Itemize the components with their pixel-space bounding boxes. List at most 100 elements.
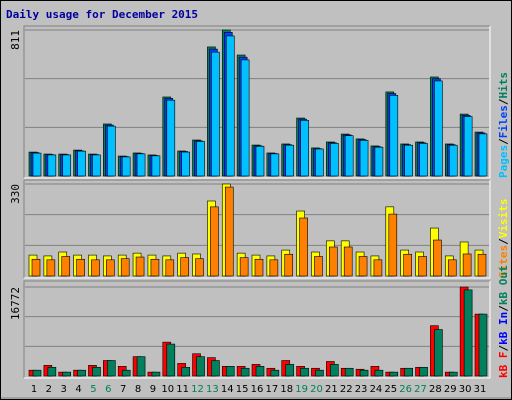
bar [255,366,265,377]
bar [121,369,131,377]
bar [433,239,442,277]
x-tick-label: 31 [474,384,487,395]
bar [419,143,428,177]
bar [62,154,72,177]
bar [240,59,250,177]
bar [92,154,101,177]
x-tick-label: 3 [61,384,67,395]
x-tick-label: 13 [206,384,219,395]
legend-entry: kB Out [497,265,510,305]
bar [92,366,101,377]
bar [91,259,100,277]
x-tick-label: 15 [236,384,249,395]
y-tick-label: 811 [9,30,22,50]
bar [62,371,72,377]
bar [299,217,308,277]
x-tick-label: 23 [355,384,368,395]
bar [477,253,487,277]
x-tick-label: 8 [135,384,141,395]
bar [32,369,42,377]
x-tick-label: 11 [176,384,189,395]
bar [240,367,250,377]
x-tick-label: 6 [105,384,111,395]
bar [136,153,146,177]
bar [211,360,220,377]
bar [269,259,279,277]
bar [404,367,413,377]
bar [107,125,116,177]
x-tick-label: 5 [90,384,96,395]
bar [374,146,384,177]
bar [61,256,71,277]
x-tick-label: 12 [191,384,204,395]
x-tick-label: 22 [340,384,353,395]
bar [195,258,204,277]
x-tick-label: 25 [384,384,397,395]
bar [270,153,280,177]
y-tick-label: 330 [9,184,22,204]
legend-entry: Hits [497,72,510,99]
bar [315,369,324,377]
bar [284,253,294,277]
legend-separator: / [497,305,510,312]
bar [359,140,369,177]
bar [462,253,472,277]
bar [180,257,189,277]
bar [478,133,488,177]
legend-entry: kB F [497,352,510,379]
bar [254,258,264,277]
bar [135,256,145,277]
bar [224,186,234,277]
bar [76,258,85,277]
bar [255,145,265,177]
bar [478,313,488,377]
bar [330,364,339,377]
bar [47,366,57,377]
legend-entry: kB In [497,312,510,345]
bar [120,258,130,277]
bar [211,51,220,177]
bar [330,143,339,177]
x-tick-label: 9 [150,384,156,395]
x-tick-label: 7 [120,384,126,395]
bar [463,116,473,177]
x-tick-label: 18 [280,384,293,395]
legend-separator: / [497,98,510,105]
bar [77,150,86,177]
bar [31,258,41,277]
bar [239,257,249,277]
bar [344,367,354,377]
legend: Pages/Files/Hits [497,72,510,178]
bar [285,144,295,177]
legend-separator: / [497,345,510,352]
bar [196,141,205,177]
bar [388,213,398,277]
x-tick-label: 19 [295,384,308,395]
bar [314,256,323,277]
bar [300,120,309,177]
bar [121,156,131,177]
chart-title: Daily usage for December 2015 [6,8,198,21]
panel-bevel-dark [23,25,490,178]
bar [225,35,235,177]
panel-bevel-dark [23,179,490,278]
panel-bevel-light [24,281,491,379]
legend: kB F/kB In/kB Out [497,265,510,378]
bar [448,144,458,177]
bar [358,256,368,277]
x-tick-label: 1 [31,384,37,395]
bar [329,246,338,277]
bar [434,329,443,377]
x-tick-label: 27 [414,384,427,395]
bar [315,148,324,177]
bar [389,95,399,177]
x-tick-label: 21 [325,384,338,395]
bar [403,253,412,277]
bar [373,259,383,277]
bar [210,206,219,277]
panel [24,281,490,378]
x-tick-label: 30 [459,384,472,395]
bar [150,258,160,277]
panel-bevel-light [24,26,491,179]
